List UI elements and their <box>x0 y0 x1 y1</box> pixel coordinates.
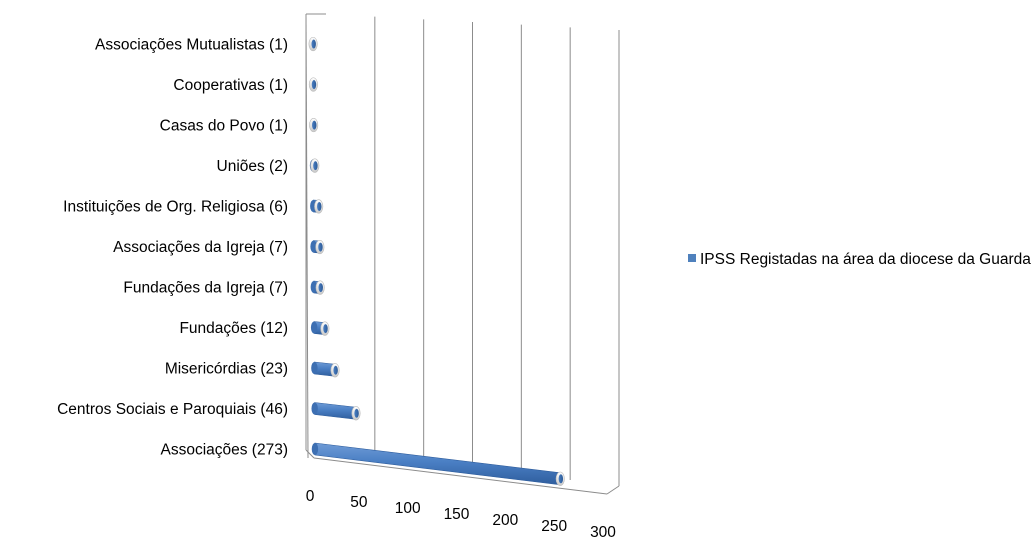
x-axis-tick-labels: 0 50 100 150 200 250 300 <box>306 488 617 541</box>
x-tick-label: 100 <box>395 500 421 517</box>
bar-start-cap <box>311 443 319 455</box>
category-label: Associações da Igreja (7) <box>113 239 288 256</box>
bar <box>309 158 320 173</box>
x-tick-label: 150 <box>444 506 470 523</box>
bar-start-cap <box>310 321 318 334</box>
category-label: Cooperativas (1) <box>173 77 288 94</box>
legend: IPSS Registadas na área da diocese da Gu… <box>688 250 1033 270</box>
bar-end-cap <box>318 283 323 293</box>
bar <box>310 199 324 214</box>
bar-end-cap <box>312 120 317 130</box>
x-tick-label: 250 <box>541 518 567 535</box>
category-label: Fundações (12) <box>179 320 288 337</box>
category-label: Casas do Povo (1) <box>160 118 288 135</box>
x-tick-label: 200 <box>492 512 518 529</box>
bar <box>308 36 318 52</box>
bar-end-cap <box>333 365 338 375</box>
bar-end-cap <box>318 242 323 252</box>
bar-start-cap <box>310 240 317 253</box>
bar-start-cap <box>311 362 318 374</box>
x-axis-line <box>313 457 608 495</box>
bar <box>308 77 318 92</box>
bar <box>311 402 361 421</box>
category-label: Centros Sociais e Paroquiais (46) <box>57 401 288 418</box>
bars <box>308 36 565 486</box>
bar <box>311 442 565 486</box>
category-label: Uniões (2) <box>217 158 289 175</box>
category-label: Instituições de Org. Religiosa (6) <box>63 199 288 216</box>
bar-end-cap <box>311 39 316 49</box>
gridlines <box>305 13 620 495</box>
bar-start-cap <box>310 281 318 293</box>
bar-end-cap <box>558 474 564 484</box>
category-labels: Associações Mutualistas (1) Cooperativas … <box>57 37 288 459</box>
x-tick-label: 0 <box>306 488 315 505</box>
category-label: Misericórdias (23) <box>165 361 288 378</box>
category-label: Associações (273) <box>160 442 288 459</box>
axis-edge <box>305 449 315 459</box>
legend-label: IPSS Registadas na área da diocese da Gu… <box>700 251 1031 268</box>
bar <box>310 239 325 255</box>
bar <box>311 361 340 378</box>
category-label: Associações Mutualistas (1) <box>95 37 288 54</box>
bar-end-cap <box>317 201 322 211</box>
axis-edge <box>606 485 620 495</box>
bar-end-cap <box>323 324 328 334</box>
bar <box>310 280 325 295</box>
bar-body <box>314 402 357 420</box>
bar-end-cap <box>313 161 318 171</box>
bar <box>309 117 319 133</box>
category-label: Fundações da Igreja (7) <box>123 280 288 297</box>
bar-start-cap <box>311 402 318 415</box>
bar <box>310 321 330 336</box>
x-tick-label: 50 <box>350 494 368 511</box>
bar-end-cap <box>354 408 359 418</box>
legend-swatch <box>688 254 696 262</box>
bar-end-cap <box>311 80 317 90</box>
x-tick-label: 300 <box>590 524 616 541</box>
bar-body <box>314 442 561 486</box>
